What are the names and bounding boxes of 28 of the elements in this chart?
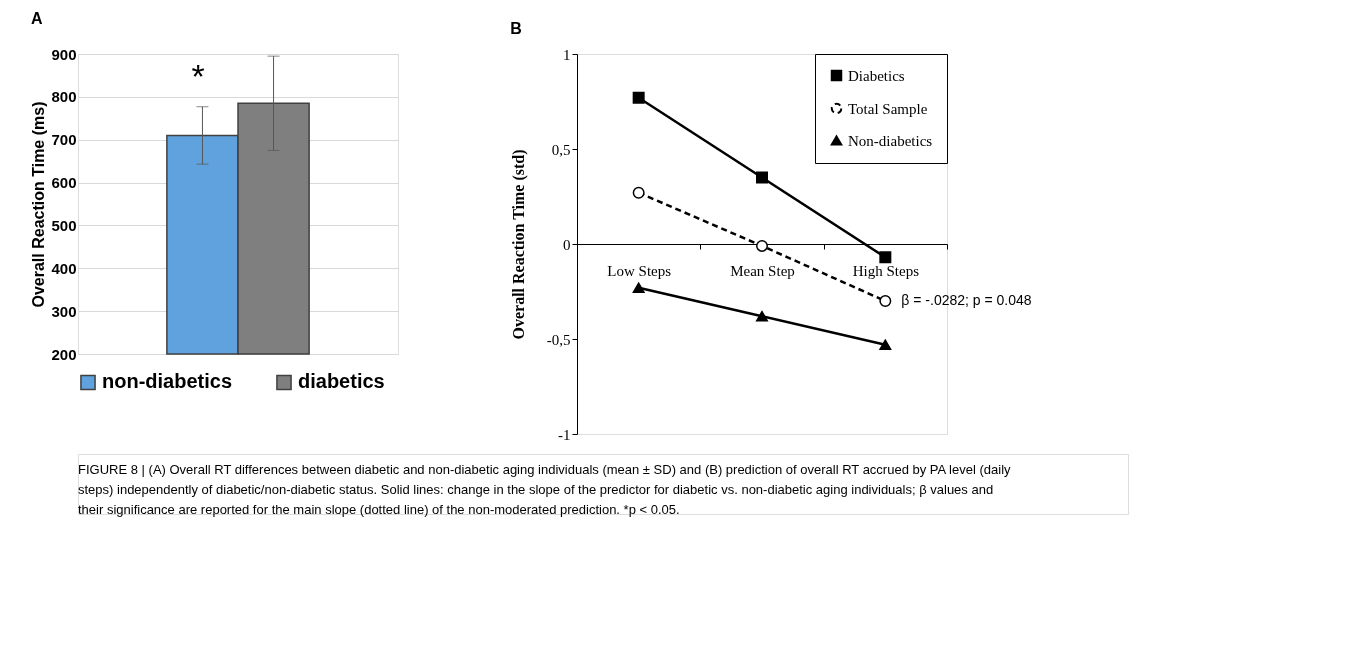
annotation: β = -.0282; p = 0.048 xyxy=(901,292,1032,308)
y-axis-title: Overall Reaction Time (ms) xyxy=(30,101,48,308)
y-tick-label: 600 xyxy=(51,174,77,192)
y-tick-label: 900 xyxy=(51,45,77,63)
y-tick-label: 1 xyxy=(563,46,571,63)
y-tick-label: -1 xyxy=(558,426,571,443)
legend-label: Total Sample xyxy=(848,100,928,117)
y-tick-label: 800 xyxy=(51,88,77,106)
y-tick-label: 0 xyxy=(563,236,571,253)
x-tick-label: Low Steps xyxy=(607,262,672,279)
annotation: * xyxy=(191,57,205,96)
y-axis-title: Overall Reaction Time (std) xyxy=(509,149,528,340)
legend-label: non-diabetics xyxy=(102,370,233,393)
chart-title: A xyxy=(30,10,43,27)
y-tick-label: 300 xyxy=(51,302,77,320)
y-tick-label: 200 xyxy=(51,345,77,363)
legend-label: Non-diabetics xyxy=(848,132,933,149)
legend-label: Diabetics xyxy=(848,67,905,84)
x-tick-label: Mean Step xyxy=(730,262,795,279)
y-tick-label: 400 xyxy=(51,259,77,277)
chart-title: B xyxy=(510,20,522,37)
x-tick-label: High Steps xyxy=(852,262,920,279)
caption: FIGURE 8 | (A) Overall RT differences between diabetic and non-diabetic aging individuals (mean ± SD) and (B) prediction of overall RT accrued by PA level (daily steps) independently of diabetic/non-diabetic status. Solid lines: change in the slope of the predictor for diabetic vs. non-diabetic aging individuals; β values and their significance are reported for the main slope (dotted line) of the non-moderated prediction. *p < 0.05. xyxy=(78,462,1012,517)
y-tick-label: -0,5 xyxy=(546,331,571,348)
y-tick-label: 0,5 xyxy=(551,141,571,158)
y-tick-label: 700 xyxy=(51,131,77,149)
legend-label: diabetics xyxy=(298,370,385,393)
y-tick-label: 500 xyxy=(51,216,77,234)
